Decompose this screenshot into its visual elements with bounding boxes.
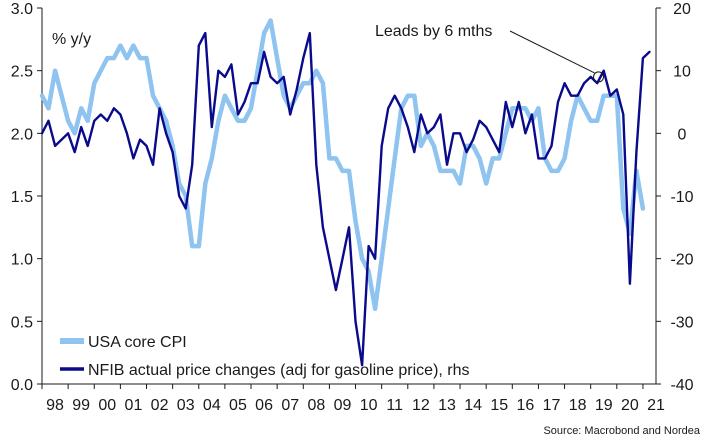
legend-label: USA core CPI: [88, 334, 187, 351]
x-tick-label: 16: [516, 397, 534, 414]
annotation-circle: [593, 71, 605, 83]
annotation-leader-line: [509, 30, 595, 74]
x-tick-label: 19: [595, 397, 613, 414]
x-tick-label: 06: [255, 397, 273, 414]
right-axis: -40 -30 -20 -10 0 10 20: [656, 1, 694, 394]
x-tick-label: 13: [438, 397, 456, 414]
annotation: Leads by 6 mths: [375, 23, 605, 83]
right-tick-label: 10: [673, 64, 691, 81]
x-tick-label: 08: [307, 397, 325, 414]
x-tick-label: 04: [203, 397, 221, 414]
x-tick-label: 18: [569, 397, 587, 414]
nfib-line: [40, 31, 651, 367]
x-tick-label: 01: [125, 397, 143, 414]
core-cpi-line: [39, 18, 646, 312]
legend-label: NFIB actual price changes (adj for gasol…: [88, 362, 470, 379]
x-tick-label: 17: [543, 397, 561, 414]
left-tick-label: 0.5: [11, 314, 33, 331]
right-tick-label: -30: [670, 314, 693, 331]
x-tick-label: 07: [281, 397, 299, 414]
x-tick-label: 00: [98, 397, 116, 414]
left-tick-label: 1.0: [11, 252, 33, 269]
x-axis: 98 99 00 01 02 03 04 05 06 07 08 09 10 11 12 13 14 15 16 17…: [41, 384, 665, 414]
x-tick-label: 21: [647, 397, 665, 414]
x-tick-label: 14: [464, 397, 482, 414]
right-tick-label: -10: [670, 189, 693, 206]
legend: USA core CPI NFIB actual price changes (a…: [60, 334, 470, 379]
x-tick-label: 12: [412, 397, 430, 414]
right-tick-label: 20: [673, 1, 691, 18]
x-tick-label: 03: [177, 397, 195, 414]
x-tick-label: 15: [490, 397, 508, 414]
x-tick-label: 09: [334, 397, 352, 414]
left-tick-label: 0.0: [11, 377, 33, 394]
x-tick-label: 11: [386, 397, 403, 414]
right-tick-label: -20: [670, 252, 693, 269]
left-axis-unit-label: % y/y: [52, 31, 91, 48]
series-layer: [39, 18, 651, 367]
right-tick-label: -40: [670, 377, 693, 394]
right-tick-label: 0: [678, 126, 687, 143]
left-tick-label: 2.0: [11, 126, 33, 143]
left-tick-label: 1.5: [11, 189, 33, 206]
x-tick-label: 98: [46, 397, 64, 414]
x-tick-label: 02: [151, 397, 169, 414]
plot-frame: [41, 8, 657, 385]
source-note: Source: Macrobond and Nordea: [543, 425, 700, 437]
x-tick-label: 20: [621, 397, 639, 414]
annotation-text: Leads by 6 mths: [375, 23, 492, 40]
legend-item-nfib: NFIB actual price changes (adj for gasol…: [60, 362, 470, 379]
x-tick-label: 99: [72, 397, 90, 414]
x-tick-label: 05: [229, 397, 247, 414]
legend-item-core-cpi: USA core CPI: [60, 334, 187, 351]
left-tick-label: 3.0: [11, 1, 33, 18]
left-tick-label: 2.5: [11, 64, 33, 81]
left-axis: 0.0 0.5 1.0 1.5 2.0 2.5 3.0: [11, 1, 42, 394]
x-tick-label: 10: [360, 397, 378, 414]
